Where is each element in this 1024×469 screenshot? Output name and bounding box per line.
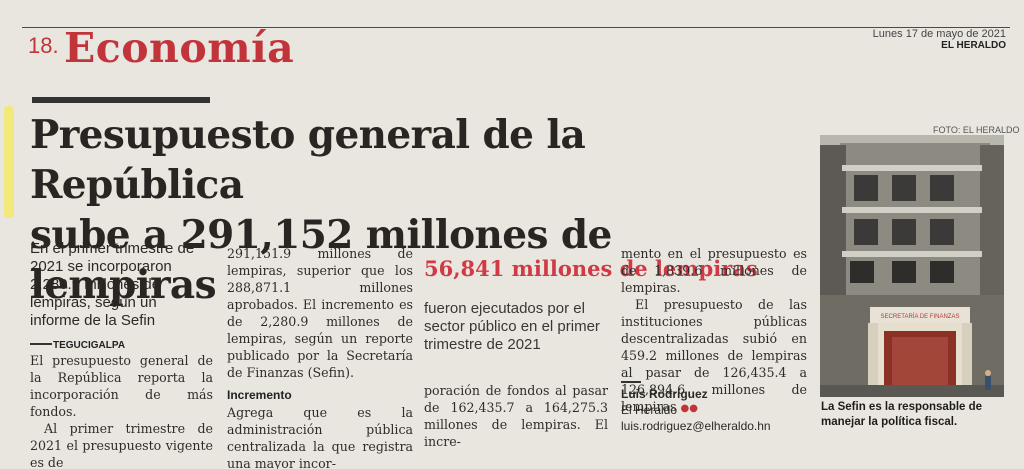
body-paragraph: 291,151.9 millones de lempiras, superior… — [227, 246, 413, 380]
photo-credit: FOTO: EL HERALDO — [933, 125, 1020, 135]
body-paragraph: El presupuesto de las instituciones públ… — [621, 296, 807, 417]
headline-accent-bar — [32, 97, 210, 103]
body-paragraph: mento en el presupuesto es de 1,839.6 mi… — [621, 246, 807, 295]
byline: Luis Rodríguez El Heraldo luis.rodriguez… — [621, 386, 771, 434]
article-photo: SECRETARÍA DE FINANZAS — [820, 135, 1004, 397]
headline-line-2: sube a 291,152 millones de lempiras — [30, 212, 612, 308]
building-sign-text: SECRETARÍA DE FINANZAS — [881, 313, 960, 320]
pull-quote-figure: 56,841 millones de lempiras — [424, 256, 758, 281]
dateline: TEGUCIGALPA — [53, 340, 126, 351]
body-column-1: El presupuesto general de la República r… — [30, 352, 213, 469]
body-column-3: poración de fondos al pasar de 162,435.7… — [424, 382, 608, 450]
header-rule — [22, 27, 1010, 28]
bleed-through-text — [400, 60, 800, 76]
body-paragraph: Al primer trimestre de 2021 el presupues… — [30, 421, 213, 469]
subheading: Incremento — [227, 388, 292, 402]
headline-line-1: Presupuesto general de la República — [30, 112, 586, 208]
author-email: luis.rodriguez@elheraldo.hn — [621, 419, 771, 433]
author-organization: El Heraldo — [621, 403, 678, 417]
photo-caption: La Sefin es la responsable de manejar la… — [821, 401, 983, 428]
article-headline: Presupuesto general de la República sube… — [30, 110, 810, 310]
section-title: Economía — [64, 24, 295, 72]
highlighter-mark — [4, 106, 14, 218]
page-number: 18. — [28, 33, 59, 58]
newspaper-name: EL HERALDO — [941, 40, 1006, 51]
body-column-2: 291,151.9 millones de lempiras, superior… — [227, 245, 413, 469]
byline-rule — [621, 381, 641, 383]
author-name: Luis Rodríguez — [621, 387, 708, 401]
end-of-article-mark: ●● — [680, 403, 698, 414]
dateline-rule — [30, 343, 52, 345]
body-paragraph: poración de fondos al pasar de 162,435.7… — [424, 383, 608, 449]
issue-date: Lunes 17 de mayo de 2021 — [872, 28, 1006, 40]
pull-quote-text: fueron ejecutados por el sector público … — [424, 300, 600, 353]
body-paragraph-text: El presupuesto de las instituciones públ… — [621, 297, 807, 414]
body-paragraph: El presupuesto general de la República r… — [30, 353, 213, 419]
body-column-4: mento en el presupuesto es de 1,839.6 mi… — [621, 245, 807, 417]
body-paragraph: Agrega que es la administración pública … — [227, 405, 413, 469]
building-illustration: SECRETARÍA DE FINANZAS — [820, 135, 1004, 397]
article-deck: En el primer trimestre de 2021 se incorp… — [30, 240, 195, 329]
